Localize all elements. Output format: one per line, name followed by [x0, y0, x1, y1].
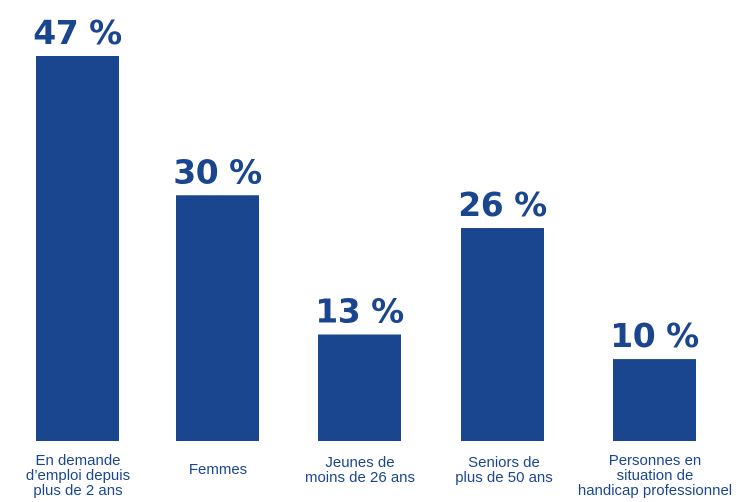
- category-label-line: plus de 50 ans: [455, 469, 553, 486]
- category-label-line: Personnes en: [609, 452, 702, 469]
- bar-value-label-3: 26 %: [458, 185, 547, 224]
- category-label-line: situation de: [617, 467, 694, 484]
- bar-value-label-4: 10 %: [610, 316, 699, 355]
- bar-1: [176, 195, 259, 441]
- category-label-0: En demande d’emploi depuis plus de 2 ans: [26, 452, 130, 499]
- bar-value-label-0: 47 %: [33, 13, 122, 52]
- bar-0: [36, 56, 119, 441]
- bar-3: [461, 228, 544, 441]
- bar-value-label-2: 13 %: [315, 292, 404, 331]
- category-label-3: Seniors de plus de 50 ans: [455, 454, 553, 486]
- category-label-line: d’emploi depuis: [26, 467, 130, 484]
- category-label-1: Femmes: [189, 461, 247, 478]
- category-label-4: Personnes en situation de handicap profess…: [578, 452, 732, 499]
- value-labels-group: 47 % 30 % 13 % 26 % 10 %: [33, 13, 699, 355]
- category-label-line: Seniors de: [468, 454, 540, 471]
- category-labels-group: En demande d’emploi depuis plus de 2 ans Fe…: [26, 452, 732, 499]
- category-label-line: Jeunes de: [325, 454, 394, 471]
- category-label-line: Femmes: [189, 461, 247, 478]
- category-label-line: plus de 2 ans: [33, 482, 122, 499]
- bars-group: [36, 56, 696, 441]
- category-label-line: En demande: [35, 452, 120, 469]
- bar-2: [318, 334, 401, 441]
- category-label-line: moins de 26 ans: [305, 469, 415, 486]
- category-label-2: Jeunes de moins de 26 ans: [305, 454, 415, 486]
- category-label-line: handicap professionnel: [578, 482, 732, 499]
- bar-value-label-1: 30 %: [173, 152, 262, 191]
- bar-4: [613, 359, 696, 441]
